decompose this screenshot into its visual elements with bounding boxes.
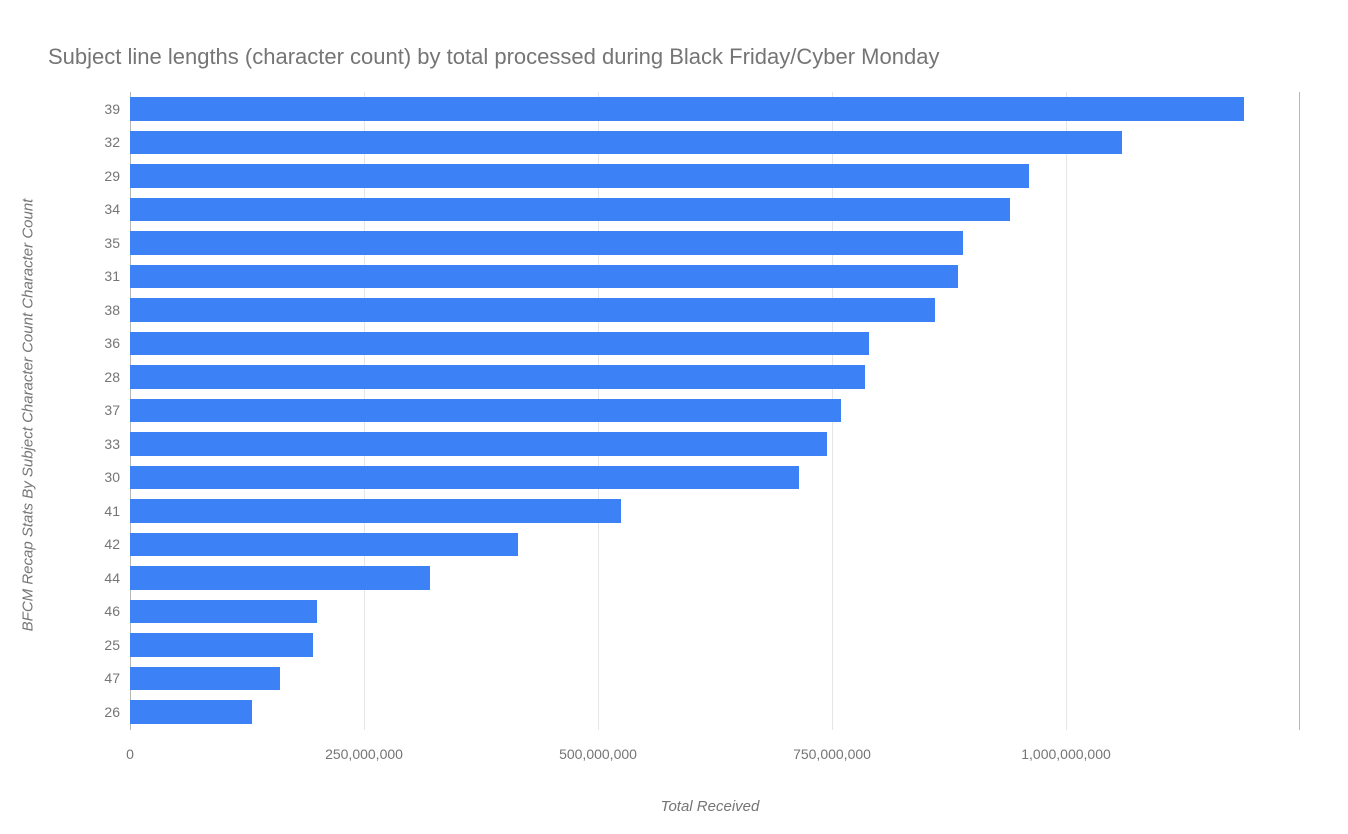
y-tick-label: 32	[104, 134, 120, 150]
x-axis-label: Total Received	[661, 798, 760, 815]
bar	[130, 700, 252, 724]
bar-row	[130, 561, 1300, 595]
bar	[130, 499, 621, 523]
y-tick-label: 31	[104, 268, 120, 284]
bar-row	[130, 628, 1300, 662]
x-tick-label: 500,000,000	[559, 746, 637, 762]
bar-row	[130, 360, 1300, 394]
bar-row	[130, 293, 1300, 327]
bar-row	[130, 662, 1300, 696]
y-tick-label: 30	[104, 469, 120, 485]
y-tick-label: 35	[104, 235, 120, 251]
y-tick-label: 26	[104, 704, 120, 720]
bar-row	[130, 494, 1300, 528]
plot-area	[130, 92, 1300, 730]
bar-row	[130, 126, 1300, 160]
bar	[130, 667, 280, 691]
y-tick-label: 28	[104, 369, 120, 385]
bar	[130, 365, 865, 389]
bar	[130, 600, 317, 624]
y-tick-label: 36	[104, 335, 120, 351]
bar	[130, 298, 935, 322]
bar-row	[130, 528, 1300, 562]
bar-row	[130, 394, 1300, 428]
y-tick-label: 38	[104, 302, 120, 318]
y-tick-label: 37	[104, 402, 120, 418]
chart-container: Subject line lengths (character count) b…	[0, 0, 1348, 834]
bar-row	[130, 193, 1300, 227]
bar	[130, 131, 1122, 155]
x-tick-label: 250,000,000	[325, 746, 403, 762]
bar-row	[130, 226, 1300, 260]
bar	[130, 97, 1244, 121]
bar	[130, 533, 518, 557]
y-tick-label: 42	[104, 536, 120, 552]
bar-row	[130, 260, 1300, 294]
bar	[130, 164, 1029, 188]
bar-row	[130, 595, 1300, 629]
y-tick-label: 44	[104, 570, 120, 586]
bar	[130, 265, 958, 289]
chart-title: Subject line lengths (character count) b…	[48, 44, 939, 70]
bar	[130, 466, 799, 490]
y-tick-label: 46	[104, 603, 120, 619]
y-tick-label: 33	[104, 436, 120, 452]
bar	[130, 231, 963, 255]
bar-row	[130, 427, 1300, 461]
y-tick-label: 41	[104, 503, 120, 519]
bar-row	[130, 461, 1300, 495]
bar	[130, 432, 827, 456]
bar-row	[130, 159, 1300, 193]
bar	[130, 566, 430, 590]
y-tick-label: 34	[104, 201, 120, 217]
y-tick-label: 47	[104, 670, 120, 686]
bar	[130, 399, 841, 423]
y-tick-label: 29	[104, 168, 120, 184]
bar-row	[130, 327, 1300, 361]
bar	[130, 198, 1010, 222]
y-axis-label: BFCM Recap Stats By Subject Character Co…	[20, 199, 37, 632]
bar	[130, 332, 869, 356]
x-tick-label: 750,000,000	[793, 746, 871, 762]
y-tick-label: 25	[104, 637, 120, 653]
x-tick-label: 0	[126, 746, 134, 762]
x-tick-label: 1,000,000,000	[1021, 746, 1111, 762]
bar	[130, 633, 313, 657]
bar-row	[130, 695, 1300, 729]
y-tick-label: 39	[104, 101, 120, 117]
bar-row	[130, 92, 1300, 126]
